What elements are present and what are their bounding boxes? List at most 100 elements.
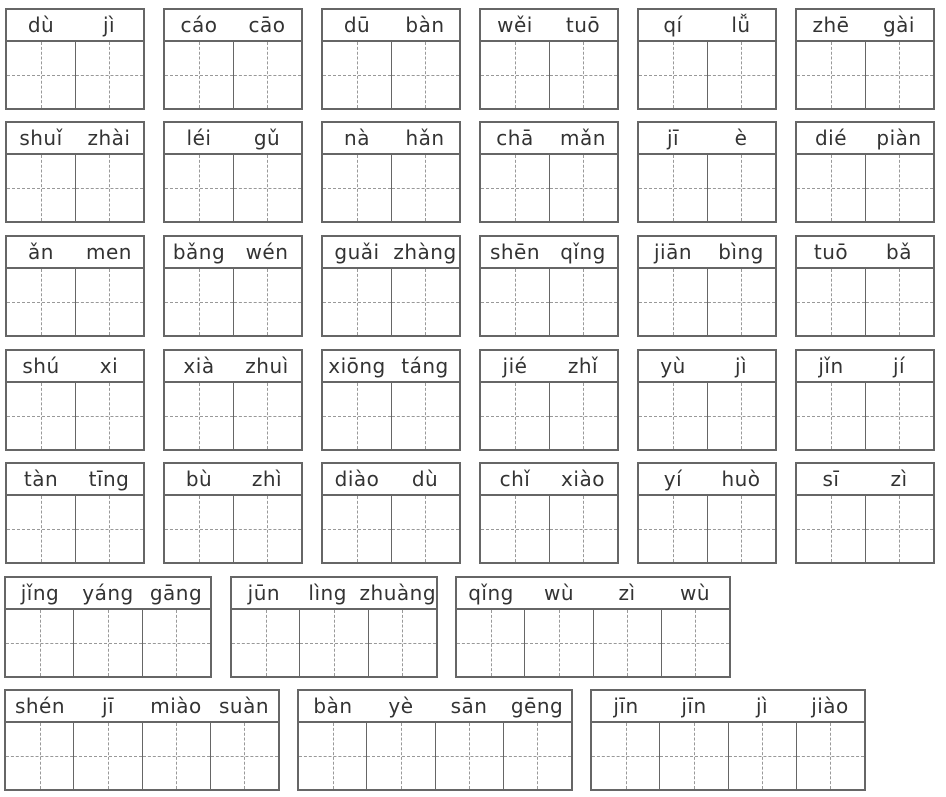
writing-cell[interactable]	[141, 610, 211, 676]
writing-cell[interactable]	[141, 723, 211, 789]
writing-cell[interactable]	[74, 383, 144, 449]
writing-cell[interactable]	[74, 42, 144, 108]
writing-cell[interactable]	[864, 42, 934, 108]
writing-cell[interactable]	[706, 269, 776, 335]
writing-cell[interactable]	[323, 383, 391, 449]
writing-cell[interactable]	[299, 610, 368, 676]
writing-cell[interactable]	[390, 42, 460, 108]
pinyin-syllable: piàn	[876, 126, 922, 150]
writing-cell[interactable]	[390, 496, 460, 562]
writing-cell[interactable]	[548, 269, 618, 335]
writing-cell[interactable]	[165, 155, 233, 221]
writing-cell[interactable]	[165, 269, 233, 335]
writing-cell[interactable]	[481, 42, 549, 108]
writing-cell[interactable]	[323, 496, 391, 562]
writing-cell[interactable]	[299, 723, 367, 789]
writing-grid	[639, 496, 775, 562]
writing-cell[interactable]	[797, 269, 865, 335]
pinyin-syllable: yáng	[82, 581, 134, 605]
writing-cell[interactable]	[232, 496, 302, 562]
writing-cell[interactable]	[73, 723, 142, 789]
writing-cell[interactable]	[323, 42, 391, 108]
pinyin-header: ǎn men	[7, 237, 143, 269]
writing-cell[interactable]	[232, 155, 302, 221]
pinyin-syllable: bǎ	[886, 240, 912, 264]
writing-cell[interactable]	[548, 496, 618, 562]
writing-cell[interactable]	[502, 723, 572, 789]
writing-cell[interactable]	[660, 610, 730, 676]
writing-cell[interactable]	[639, 42, 707, 108]
writing-cell[interactable]	[457, 610, 525, 676]
writing-cell[interactable]	[481, 496, 549, 562]
writing-cell[interactable]	[706, 42, 776, 108]
writing-cell[interactable]	[7, 269, 75, 335]
pinyin-syllable: xi	[99, 354, 119, 378]
writing-cell[interactable]	[390, 269, 460, 335]
writing-cell[interactable]	[74, 269, 144, 335]
writing-cell[interactable]	[232, 610, 300, 676]
writing-cell[interactable]	[323, 269, 391, 335]
writing-cell[interactable]	[323, 155, 391, 221]
writing-cell[interactable]	[797, 155, 865, 221]
word-box: shuǐ zhài	[5, 121, 145, 223]
word-box: chǐ xiào	[479, 462, 619, 564]
writing-grid	[323, 496, 459, 562]
writing-cell[interactable]	[795, 723, 865, 789]
writing-cell[interactable]	[209, 723, 279, 789]
writing-cell[interactable]	[7, 155, 75, 221]
writing-cell[interactable]	[390, 155, 460, 221]
writing-cell[interactable]	[7, 383, 75, 449]
writing-cell[interactable]	[706, 383, 776, 449]
writing-cell[interactable]	[481, 155, 549, 221]
writing-cell[interactable]	[232, 42, 302, 108]
writing-cell[interactable]	[797, 42, 865, 108]
writing-cell[interactable]	[706, 155, 776, 221]
writing-cell[interactable]	[639, 383, 707, 449]
pinyin-header: dū bàn	[323, 10, 459, 42]
writing-cell[interactable]	[481, 269, 549, 335]
writing-cell[interactable]	[165, 42, 233, 108]
writing-cell[interactable]	[797, 496, 865, 562]
writing-cell[interactable]	[74, 155, 144, 221]
pinyin-header: jié zhǐ	[481, 351, 617, 383]
pinyin-syllable: xiōng	[328, 354, 386, 378]
writing-cell[interactable]	[367, 610, 437, 676]
writing-cell[interactable]	[481, 383, 549, 449]
writing-cell[interactable]	[639, 269, 707, 335]
writing-cell[interactable]	[366, 723, 435, 789]
writing-cell[interactable]	[165, 383, 233, 449]
pinyin-syllable: zhàng	[393, 240, 457, 264]
writing-cell[interactable]	[797, 383, 865, 449]
writing-cell[interactable]	[73, 610, 142, 676]
writing-cell[interactable]	[6, 723, 74, 789]
writing-cell[interactable]	[165, 496, 233, 562]
writing-cell[interactable]	[390, 383, 460, 449]
writing-cell[interactable]	[864, 383, 934, 449]
writing-cell[interactable]	[548, 155, 618, 221]
writing-cell[interactable]	[592, 610, 662, 676]
writing-cell[interactable]	[524, 610, 593, 676]
pinyin-header: shén jī miào suàn	[6, 691, 278, 723]
writing-cell[interactable]	[7, 42, 75, 108]
writing-grid	[323, 155, 459, 221]
writing-cell[interactable]	[6, 610, 74, 676]
writing-cell[interactable]	[639, 155, 707, 221]
writing-cell[interactable]	[232, 269, 302, 335]
writing-cell[interactable]	[7, 496, 75, 562]
writing-cell[interactable]	[548, 383, 618, 449]
writing-cell[interactable]	[592, 723, 660, 789]
writing-grid	[165, 383, 301, 449]
writing-cell[interactable]	[232, 383, 302, 449]
writing-cell[interactable]	[639, 496, 707, 562]
writing-cell[interactable]	[864, 155, 934, 221]
writing-cell[interactable]	[659, 723, 728, 789]
writing-cell[interactable]	[864, 496, 934, 562]
writing-cell[interactable]	[74, 496, 144, 562]
writing-cell[interactable]	[706, 496, 776, 562]
pinyin-header: shú xi	[7, 351, 143, 383]
writing-cell[interactable]	[548, 42, 618, 108]
writing-cell[interactable]	[864, 269, 934, 335]
writing-cell[interactable]	[434, 723, 504, 789]
writing-cell[interactable]	[727, 723, 797, 789]
pinyin-syllable: zhì	[251, 467, 283, 491]
